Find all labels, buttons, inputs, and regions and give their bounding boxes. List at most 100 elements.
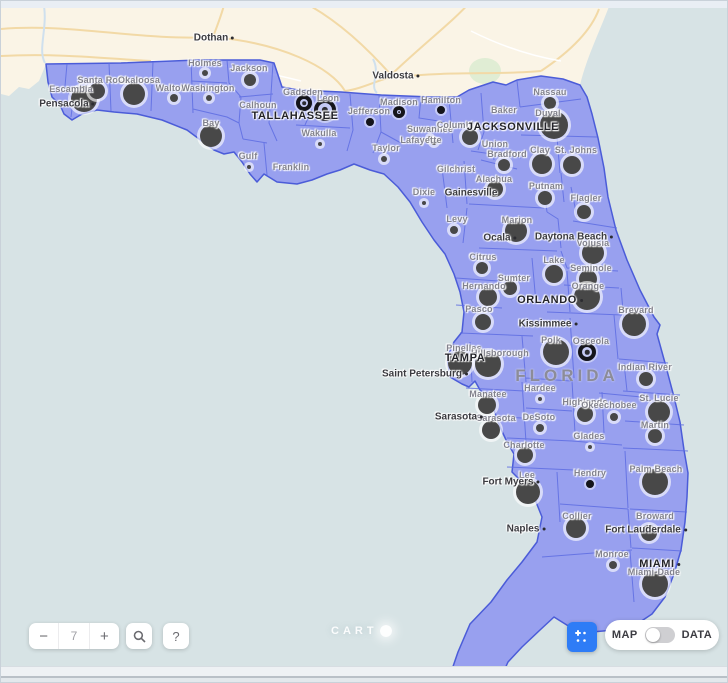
zoom-out-button[interactable]: − <box>29 623 58 649</box>
county-label: Madison <box>380 97 418 107</box>
county-bubble[interactable] <box>498 159 510 171</box>
county-bubble[interactable] <box>431 139 437 145</box>
county-bubble[interactable] <box>641 525 657 541</box>
county-bubble[interactable] <box>366 118 374 126</box>
county-bubble[interactable] <box>536 424 544 432</box>
county-bubble[interactable] <box>476 262 488 274</box>
county-bubble[interactable] <box>503 281 517 295</box>
county-bubble[interactable] <box>393 106 405 118</box>
county-label: Holmes <box>188 58 222 68</box>
county-bubble[interactable] <box>582 242 604 264</box>
county-bubble[interactable] <box>540 111 568 139</box>
county-label: Pinellas <box>446 343 482 353</box>
county-bubble[interactable] <box>505 220 527 242</box>
county-bubble[interactable] <box>563 156 581 174</box>
county-bubble[interactable] <box>437 106 445 114</box>
toggle-map-label[interactable]: MAP <box>611 629 638 641</box>
county-label: Washington <box>181 83 235 93</box>
county-bubble[interactable] <box>318 142 322 146</box>
city-label-text: Fort Lauderdale <box>605 524 681 536</box>
county-label: Baker <box>490 105 518 115</box>
county-bubble[interactable] <box>89 83 105 99</box>
county-bubble[interactable] <box>566 518 586 538</box>
county-bubble[interactable] <box>244 74 256 86</box>
county-bubble[interactable] <box>543 339 569 365</box>
city-label-text: Ocala <box>483 232 511 244</box>
city-label-text: Valdosta <box>372 70 414 82</box>
county-label: Manatee <box>469 389 507 399</box>
county-bubble[interactable] <box>428 136 432 140</box>
county-bubble[interactable] <box>170 94 178 102</box>
toggle-switch[interactable] <box>644 627 675 643</box>
county-label: Volusia <box>576 238 610 248</box>
county-bubble[interactable] <box>648 429 662 443</box>
county-bubble[interactable] <box>475 314 491 330</box>
city-label: JACKSONVILLE <box>467 121 559 133</box>
county-label: St. Lucie <box>639 393 679 403</box>
county-label: Calhoun <box>239 100 277 110</box>
carto-attribution[interactable]: CART <box>331 625 392 637</box>
county-label: Citrus <box>469 252 497 262</box>
county-label: Union <box>481 139 509 149</box>
county-bubble[interactable] <box>586 480 594 488</box>
county-bubble[interactable] <box>538 397 542 401</box>
help-button[interactable]: ? <box>163 623 189 649</box>
county-bubble[interactable] <box>487 181 503 197</box>
county-label: Miami-Dade <box>627 567 681 577</box>
city-dot <box>677 562 681 566</box>
county-bubble[interactable] <box>123 83 145 105</box>
county-bubble[interactable] <box>247 165 251 169</box>
county-bubble[interactable] <box>642 469 668 495</box>
county-bubble[interactable] <box>517 447 533 463</box>
county-bubble[interactable] <box>479 288 497 306</box>
bubble-core <box>584 349 590 355</box>
county-bubble[interactable] <box>544 97 556 109</box>
county-bubble[interactable] <box>577 205 591 219</box>
county-bubble[interactable] <box>545 265 563 283</box>
county-bubble[interactable] <box>622 312 646 336</box>
city-dot <box>610 235 614 239</box>
florida-polygon[interactable] <box>45 59 689 683</box>
county-label: St. Johns <box>554 145 598 155</box>
county-label: Alachua <box>475 174 513 184</box>
county-bubble[interactable] <box>574 284 600 310</box>
county-bubble[interactable] <box>206 95 212 101</box>
county-bubble[interactable] <box>532 154 552 174</box>
county-bubble[interactable] <box>642 571 668 597</box>
county-label: Lafayette <box>400 135 442 145</box>
county-bubble[interactable] <box>578 343 596 361</box>
county-bubble[interactable] <box>202 70 208 76</box>
county-bubble[interactable] <box>448 351 472 375</box>
county-bubble[interactable] <box>381 156 387 162</box>
city-label-text: TAMPA <box>444 352 486 364</box>
county-bubble[interactable] <box>482 421 500 439</box>
county-bubble[interactable] <box>475 351 501 377</box>
county-label: Clay <box>530 145 550 155</box>
county-bubble[interactable] <box>462 129 478 145</box>
county-bubble[interactable] <box>516 480 540 504</box>
county-bubble[interactable] <box>538 191 552 205</box>
county-bubble[interactable] <box>450 226 458 234</box>
fit-bounds-button[interactable] <box>567 622 597 652</box>
county-label: Indian River <box>618 362 672 372</box>
county-bubble[interactable] <box>577 406 593 422</box>
zoom-in-button[interactable]: + <box>90 623 119 649</box>
state-label: FLORIDA <box>515 366 619 385</box>
county-bubble[interactable] <box>588 445 592 449</box>
county-label: Taylor <box>372 143 400 153</box>
county-bubble[interactable] <box>478 396 496 414</box>
county-bubble[interactable] <box>314 99 336 121</box>
county-bubble[interactable] <box>296 95 312 111</box>
county-bubble[interactable] <box>200 125 222 147</box>
county-bubble[interactable] <box>639 372 653 386</box>
county-bubble[interactable] <box>648 401 670 423</box>
county-bubble[interactable] <box>579 270 597 288</box>
county-bubble[interactable] <box>609 561 617 569</box>
county-bubble[interactable] <box>422 201 426 205</box>
county-borders <box>64 59 689 603</box>
county-bubble[interactable] <box>610 413 618 421</box>
search-button[interactable] <box>126 623 152 649</box>
toggle-data-label[interactable]: DATA <box>681 629 713 641</box>
